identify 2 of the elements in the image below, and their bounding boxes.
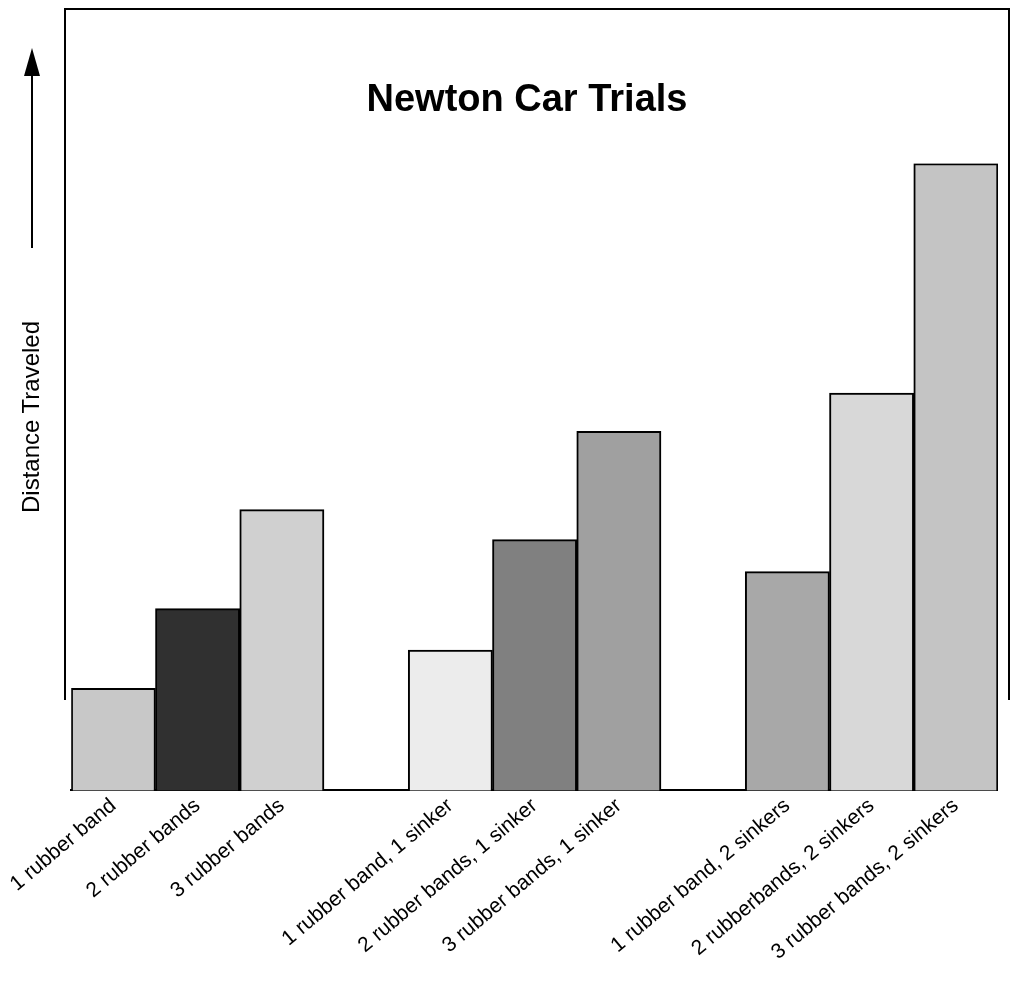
y-axis-title: Distance Traveled	[16, 320, 44, 514]
chart-title: Newton Car Trials	[366, 77, 688, 120]
